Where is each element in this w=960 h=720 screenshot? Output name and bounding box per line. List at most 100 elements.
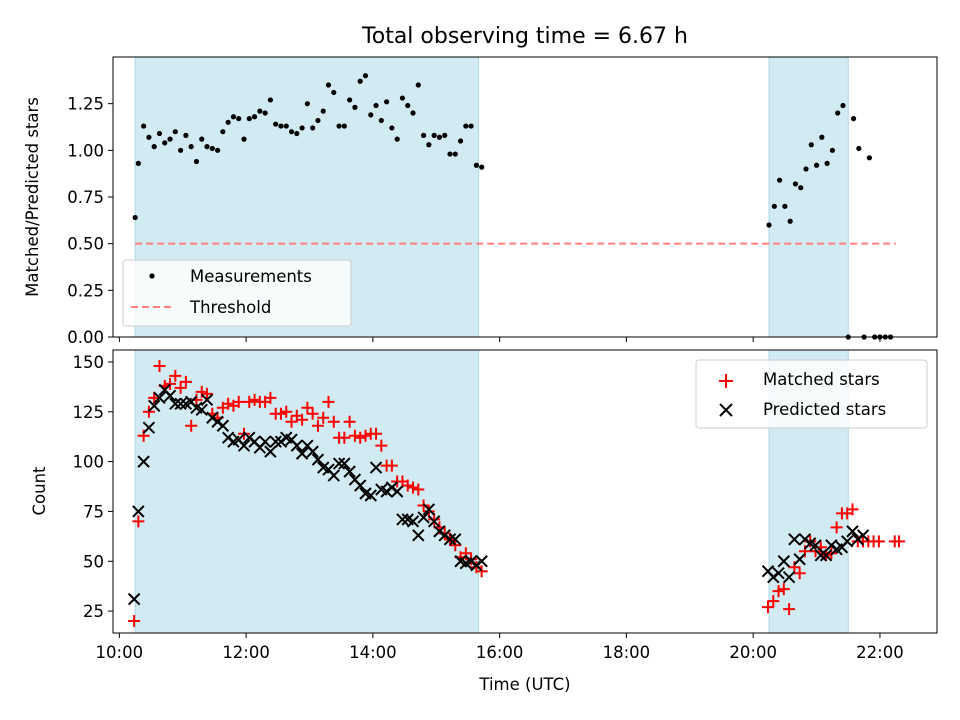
predicted-point	[840, 535, 854, 548]
measurement-point	[808, 142, 814, 148]
measurement-point	[866, 155, 872, 161]
predicted-point	[142, 421, 156, 434]
predicted-point	[269, 435, 282, 448]
predicted-point	[417, 511, 430, 524]
measurement-point	[803, 166, 809, 172]
measurement-point	[304, 101, 310, 107]
predicted-point	[258, 435, 272, 448]
predicted-point	[237, 439, 251, 452]
matched-point	[761, 601, 774, 614]
matched-point	[179, 375, 192, 388]
matched-point	[401, 479, 414, 492]
observing-window	[768, 56, 849, 338]
measurement-point	[457, 138, 464, 144]
top-y-tick-label: 0.50	[67, 235, 104, 254]
x-tick-label: 10:00	[96, 643, 144, 662]
bottom-y-tick-label: 25	[83, 602, 104, 621]
measurement-point	[410, 110, 416, 116]
measurement-point	[840, 102, 846, 109]
predicted-point	[777, 555, 791, 568]
predicted-point	[353, 479, 367, 492]
predicted-point	[814, 549, 828, 562]
bottom-y-axis-label: Count	[30, 466, 49, 516]
measurement-point	[251, 114, 258, 120]
x-tick-label: 20:00	[729, 643, 777, 662]
matched-point	[306, 407, 319, 420]
predicted-point	[147, 399, 161, 413]
matched-point	[132, 515, 145, 528]
measurement-point	[798, 185, 804, 191]
measurement-point	[315, 117, 321, 124]
matched-point	[274, 407, 287, 420]
measurement-point	[262, 110, 268, 116]
chart-title: Total observing time = 6.67 h	[361, 24, 688, 49]
predicted-point	[174, 397, 187, 411]
predicted-point	[809, 539, 822, 552]
bottom-y-tick-label: 125	[73, 403, 105, 422]
predicted-point	[343, 465, 356, 478]
observing-window	[134, 349, 480, 634]
matched-point	[783, 603, 796, 616]
measurement-point	[230, 114, 237, 120]
matched-point	[449, 539, 462, 552]
matched-point	[296, 413, 309, 426]
measurement-point	[299, 125, 305, 131]
measurement-point	[151, 144, 157, 150]
measurement-point	[209, 145, 215, 152]
measurement-point	[267, 97, 274, 103]
x-tick-label: 16:00	[476, 643, 524, 662]
bottom-y-ticks: 25 50 75 100 125 150	[73, 353, 113, 621]
top-y-tick-label: 0.75	[67, 188, 104, 207]
predicted-point	[290, 439, 304, 452]
measurement-point	[283, 123, 289, 129]
x-axis-label: Time (UTC)	[478, 675, 570, 694]
matched-point	[317, 411, 330, 424]
matched-point	[142, 405, 155, 418]
measurement-point	[236, 116, 242, 122]
legend-marker-predicted	[719, 403, 733, 417]
measurement-point	[336, 123, 342, 129]
measurement-point	[771, 203, 777, 209]
matched-point	[343, 415, 356, 428]
measurement-point	[473, 162, 480, 168]
predicted-point	[846, 525, 859, 538]
matched-point	[128, 615, 141, 628]
matched-point	[385, 459, 398, 472]
measurement-point	[178, 147, 184, 153]
predicted-point	[396, 513, 409, 526]
measurement-point	[132, 214, 138, 221]
matched-point	[311, 419, 324, 432]
bottom-y-tick-label: 100	[73, 453, 105, 472]
measurement-point	[829, 147, 836, 153]
x-tick-label: 18:00	[603, 643, 651, 662]
measurement-point	[352, 104, 358, 110]
measurement-point	[156, 130, 163, 137]
predicted-point	[427, 515, 441, 528]
measurement-point	[399, 95, 406, 101]
predicted-point	[422, 503, 436, 516]
measurement-point	[172, 129, 178, 135]
matched-point	[428, 513, 441, 526]
matched-point	[301, 401, 314, 414]
measurement-point	[183, 132, 189, 138]
measurement-point	[331, 89, 337, 96]
measurement-point	[146, 134, 152, 140]
top-y-tick-label: 1.00	[67, 141, 104, 160]
matched-point	[285, 415, 298, 428]
predicted-points	[127, 383, 870, 606]
predicted-point	[369, 461, 383, 474]
matched-point	[846, 503, 859, 516]
bottom-x-ticks: 10:00 12:00 14:00 16:00 18:00 20:00 22:00	[96, 633, 904, 662]
measurement-point	[320, 108, 326, 114]
measurement-point	[288, 129, 295, 135]
measurement-point	[257, 108, 263, 114]
predicted-point	[819, 549, 833, 562]
measurement-point	[373, 102, 379, 109]
top-y-axis-label: Matched/Predicted stars	[23, 97, 42, 297]
measurement-point	[819, 134, 825, 140]
x-tick-label: 12:00	[222, 643, 270, 662]
bottom-legend-box	[695, 359, 928, 429]
measurement-point	[463, 123, 469, 129]
measurement-point	[766, 222, 772, 228]
matched-point	[174, 381, 187, 394]
